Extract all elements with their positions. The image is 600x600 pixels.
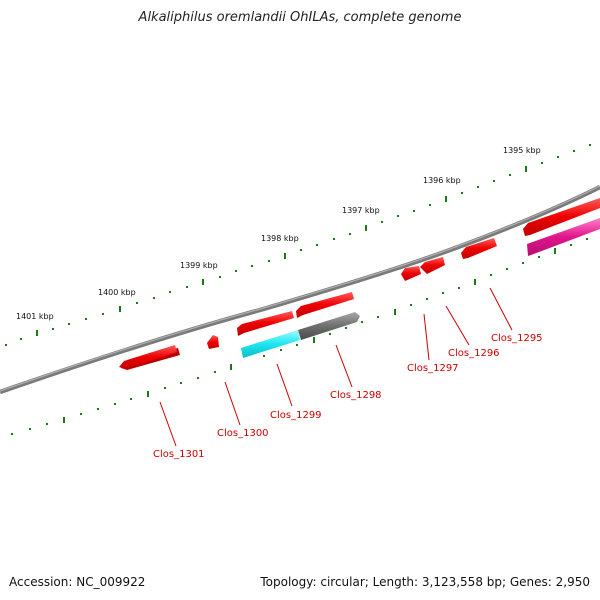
gene-label-clos-1299[interactable]: Clos_1299 (270, 410, 322, 421)
kbp-label-1400: 1400 kbp (98, 288, 136, 297)
accession-text: Accession: NC_009922 (9, 575, 146, 589)
gene-leader-lines (159, 287, 513, 447)
map-title: Alkaliphilus oremlandii OhILAs, complete… (138, 10, 462, 25)
gene-label-clos-1300[interactable]: Clos_1300 (217, 428, 269, 439)
gene-clos-1296-b[interactable] (461, 238, 497, 259)
gene-clos-1301[interactable] (119, 345, 180, 370)
genome-summary-text: Topology: circular; Length: 3,123,558 bp… (260, 575, 590, 589)
inner-scale-ticks (11, 238, 588, 435)
kbp-label-1396: 1396 kbp (423, 176, 461, 185)
kbp-label-1399: 1399 kbp (180, 261, 218, 270)
kbp-label-1398: 1398 kbp (261, 234, 299, 243)
gene-label-clos-1295[interactable]: Clos_1295 (491, 333, 543, 344)
genome-backbone-highlight (0, 185, 600, 392)
kbp-label-1395: 1395 kbp (503, 146, 541, 155)
gene-clos-1300[interactable] (207, 335, 219, 349)
gene-clos-1298[interactable] (298, 312, 360, 340)
kbp-label-1401: 1401 kbp (16, 312, 54, 321)
gene-clos-1300-b[interactable] (237, 311, 294, 336)
gene-label-clos-1298[interactable]: Clos_1298 (330, 390, 382, 401)
gene-clos-1295-red[interactable] (523, 198, 600, 236)
kbp-label-1397: 1397 kbp (342, 206, 380, 215)
gene-clos-1297[interactable] (401, 266, 421, 281)
gene-clos-1296[interactable] (420, 257, 445, 274)
gene-label-clos-1301[interactable]: Clos_1301 (153, 449, 205, 460)
genome-backbone (0, 184, 600, 395)
gene-clos-1295[interactable] (527, 218, 600, 256)
gene-label-clos-1297[interactable]: Clos_1297 (407, 363, 459, 374)
gene-clos-1299[interactable] (241, 330, 300, 358)
outer-scale-ticks (5, 144, 591, 346)
gene-label-clos-1296[interactable]: Clos_1296 (448, 348, 500, 359)
gene-clos-1298-red[interactable] (296, 292, 354, 318)
